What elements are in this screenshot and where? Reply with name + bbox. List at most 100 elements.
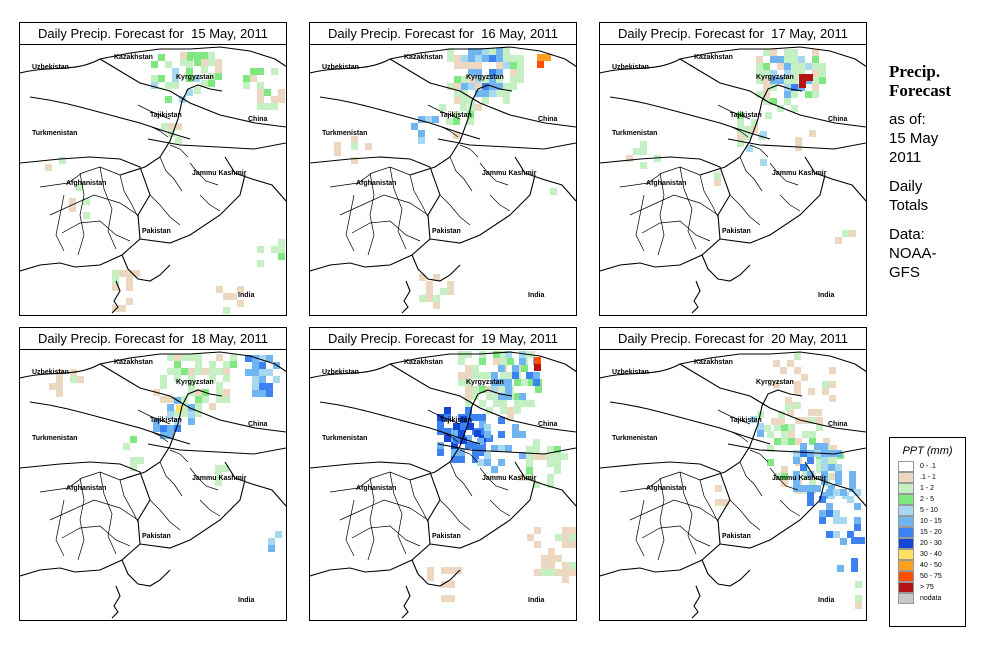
precip-cell [427, 574, 434, 581]
label-kyrgyzstan: Kyrgyzstan [756, 74, 794, 81]
precip-cell [482, 97, 489, 104]
precip-cell [454, 55, 461, 62]
precip-cell [259, 390, 266, 397]
precip-cell [195, 396, 202, 403]
label-jammu-kashmir: Jammu Kashmir [772, 475, 827, 482]
precip-cell [770, 49, 777, 56]
country-border [20, 156, 151, 272]
precip-cell [458, 449, 465, 456]
precip-cell [512, 365, 519, 372]
precip-cell [722, 499, 729, 506]
country-border [401, 280, 411, 314]
asof-line1: as of: [889, 111, 926, 128]
precip-cell [798, 70, 805, 77]
precip-cell [787, 409, 794, 416]
precip-cell [475, 62, 482, 69]
precip-cell [787, 360, 794, 367]
precip-cell [202, 396, 209, 403]
label-turkmenistan: Turkmenistan [612, 435, 657, 442]
precip-cell [821, 471, 828, 478]
label-uzbekistan: Uzbekistan [322, 64, 359, 71]
country-labels: Kazakhstan Uzbekistan Kyrgyzstan Tajikistan… [612, 54, 848, 299]
precip-cell [475, 104, 482, 111]
province-border [55, 499, 65, 557]
precip-cell [784, 84, 791, 91]
precip-cell [479, 400, 486, 407]
precip-cell [791, 70, 798, 77]
precip-cell [763, 70, 770, 77]
precip-cell [275, 531, 282, 538]
precip-cell [427, 567, 434, 574]
precip-cell [847, 531, 854, 538]
province-border [49, 499, 139, 521]
precip-cell [496, 76, 503, 83]
boundaries [310, 351, 576, 619]
precip-cell [541, 562, 548, 569]
precip-cell [503, 62, 510, 69]
precip-cell [418, 137, 425, 144]
precip-cell [512, 431, 519, 438]
precip-cell [561, 453, 568, 460]
precip-cell [484, 452, 491, 459]
precip-cell [830, 473, 837, 480]
province-border [345, 194, 355, 252]
precip-cell [815, 409, 822, 416]
precip-cell [794, 367, 801, 374]
country-border [514, 461, 576, 507]
precip-cell [814, 485, 821, 492]
label-pakistan: Pakistan [142, 533, 171, 540]
precip-cell [821, 457, 828, 464]
province-border [779, 499, 801, 517]
precip-cell [448, 581, 455, 588]
precip-cell [446, 118, 453, 125]
label-china: China [538, 116, 558, 123]
legend-entry: 2 - 5 [890, 494, 965, 505]
legend-entry: 40 - 50 [890, 560, 965, 571]
country-border [600, 46, 866, 74]
precip-cell [528, 400, 535, 407]
legend-label: 20 - 30 [920, 540, 942, 547]
precip-cell [791, 63, 798, 70]
precip-cell [461, 55, 468, 62]
label-turkmenistan: Turkmenistan [612, 130, 657, 137]
precip-cell [514, 379, 521, 386]
precip-cell [833, 510, 840, 517]
precip-cell [547, 453, 554, 460]
label-pakistan: Pakistan [142, 228, 171, 235]
precip-cell [793, 457, 800, 464]
precip-cell [230, 293, 237, 300]
precip-cell [554, 460, 561, 467]
legend-label: 50 - 75 [920, 573, 942, 580]
precip-cell [176, 405, 183, 412]
precip-cell [496, 48, 503, 55]
precip-cell [252, 383, 259, 390]
precip-cell [264, 103, 271, 110]
precip-cell [514, 407, 521, 414]
precip-cell [812, 91, 819, 98]
country-border [119, 84, 223, 176]
precip-cell [180, 52, 187, 59]
country-border [437, 138, 576, 150]
precip-cell [223, 396, 230, 403]
precip-cell [484, 431, 491, 438]
precip-cell [819, 496, 826, 503]
label-china: China [828, 421, 848, 428]
country-border [310, 156, 441, 272]
precip-cell [793, 471, 800, 478]
precip-cell [544, 54, 551, 61]
precip-cell [533, 453, 540, 460]
precip-cell [802, 431, 809, 438]
boundaries [310, 46, 576, 314]
province-border [137, 104, 171, 120]
precip-cell [794, 381, 801, 388]
precip-cell [715, 485, 722, 492]
country-border [111, 280, 121, 314]
country-border [727, 443, 866, 455]
precip-cell [257, 246, 264, 253]
precip-cell [767, 431, 774, 438]
legend-label: 40 - 50 [920, 562, 942, 569]
precip-cell [505, 445, 512, 452]
precip-cell [123, 443, 130, 450]
precip-cell [816, 466, 823, 473]
precip-cell [784, 98, 791, 105]
